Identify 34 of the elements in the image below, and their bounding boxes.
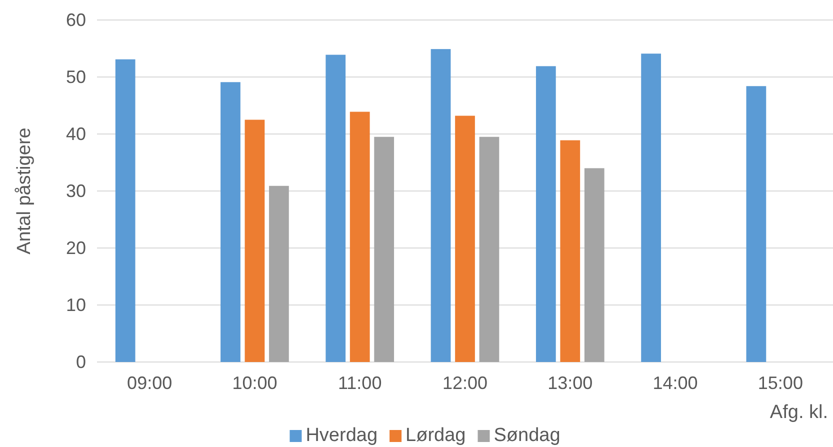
bar <box>536 66 556 362</box>
x-tick-label: 11:00 <box>338 372 382 393</box>
bar <box>244 120 265 362</box>
y-tick-label: 50 <box>66 66 86 87</box>
x-tick-label: 09:00 <box>127 372 172 393</box>
y-tick-label: 0 <box>76 352 86 372</box>
x-tick-label: 15:00 <box>758 372 803 393</box>
y-tick-label: 30 <box>66 180 86 201</box>
x-tick-label: 10:00 <box>232 372 278 393</box>
bar <box>584 168 604 362</box>
x-tick-label: 12:00 <box>442 372 488 393</box>
y-tick-label: 10 <box>66 294 86 315</box>
bar <box>115 59 136 362</box>
bar <box>374 136 394 362</box>
bar <box>479 136 500 362</box>
bar <box>269 186 289 362</box>
bar <box>641 54 661 362</box>
legend-label: Hverdag <box>306 425 378 446</box>
y-axis-title: Antal påstigere <box>14 128 35 254</box>
x-tick-label: 14:00 <box>652 372 698 393</box>
bar <box>350 112 370 362</box>
x-axis-title: Afg. kl. <box>770 402 828 423</box>
y-tick-label: 40 <box>66 124 86 144</box>
legend-label: Lørdag <box>406 425 466 446</box>
y-tick-label: 20 <box>66 238 86 258</box>
bar <box>430 49 451 362</box>
x-tick-label: 13:00 <box>548 372 593 393</box>
y-tick-label: 60 <box>66 10 86 30</box>
bar <box>326 54 346 362</box>
legend-label: Søndag <box>494 425 560 446</box>
bar <box>746 86 766 362</box>
bar <box>220 82 240 362</box>
bar <box>455 116 475 362</box>
bar <box>560 140 580 362</box>
